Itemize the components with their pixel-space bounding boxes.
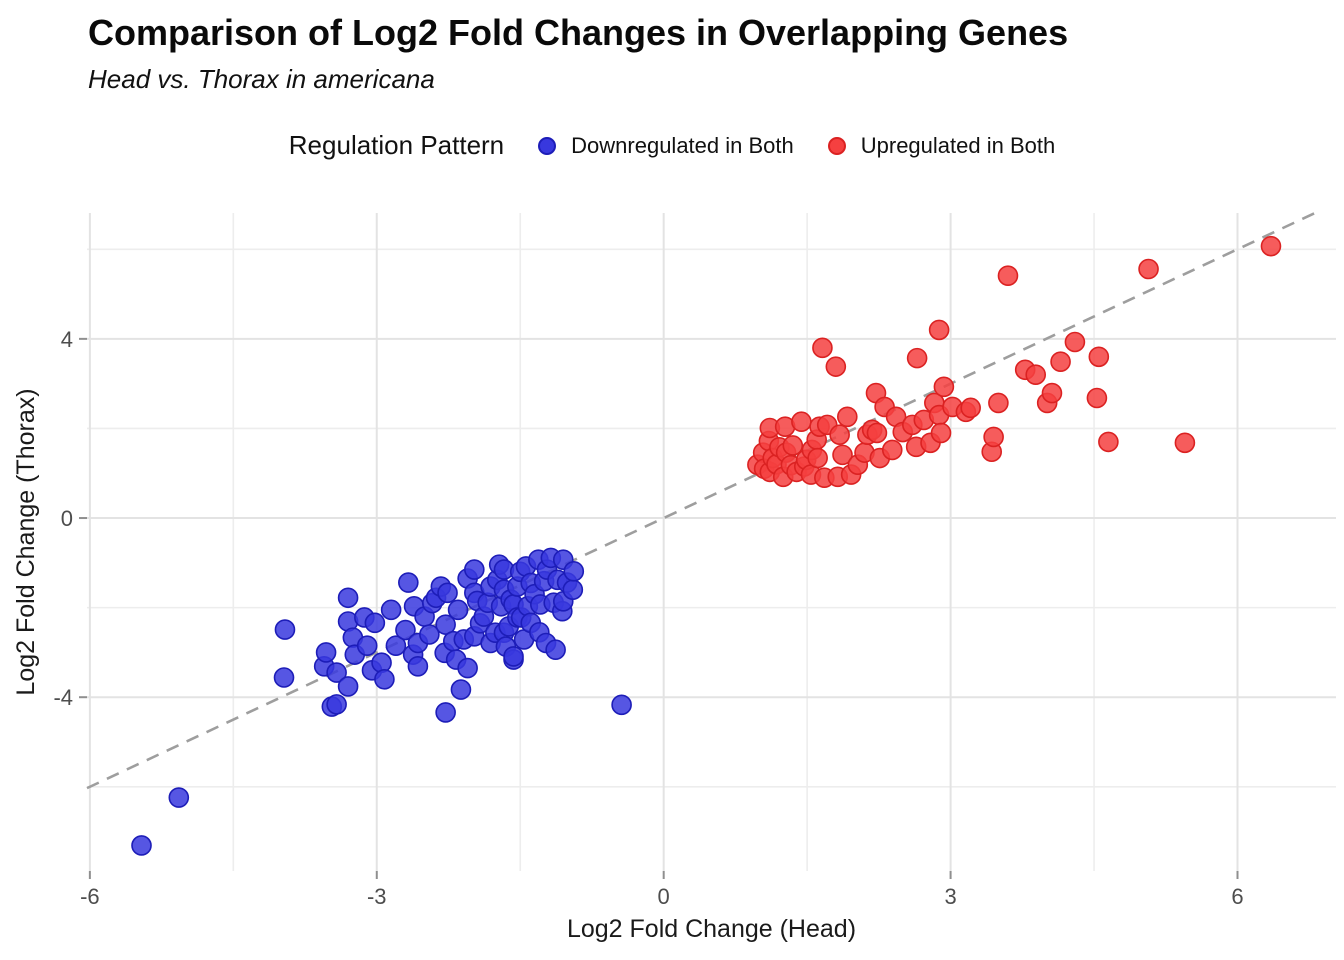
data-point: [398, 572, 419, 593]
data-point: [1098, 431, 1119, 453]
data-point: [1050, 351, 1071, 373]
data-point: [791, 411, 812, 433]
legend: Regulation Pattern Downregulated in Both…: [0, 130, 1344, 161]
data-point: [131, 835, 152, 856]
data-point: [464, 559, 485, 580]
y-tick-label: 4: [61, 327, 73, 352]
series-downregulated: [131, 547, 632, 856]
data-point: [812, 337, 833, 359]
data-point: [419, 624, 440, 645]
data-point: [395, 619, 416, 641]
data-point: [364, 612, 386, 634]
data-point: [983, 426, 1004, 448]
data-point: [545, 639, 566, 661]
data-point: [807, 447, 828, 469]
y-tick-label: 0: [61, 506, 73, 531]
data-point: [435, 702, 456, 723]
x-axis-title: Log2 Fold Change (Head): [567, 915, 856, 943]
data-point: [457, 657, 478, 679]
data-point: [1260, 235, 1282, 257]
data-point: [829, 424, 850, 446]
data-point: [371, 652, 392, 674]
page-title: Comparison of Log2 Fold Changes in Overl…: [88, 12, 1069, 53]
page-subtitle: Head vs. Thorax in americana: [88, 64, 435, 94]
data-point: [273, 667, 295, 688]
x-tick-label: 0: [658, 884, 670, 909]
data-point: [906, 347, 928, 369]
legend-title: Regulation Pattern: [288, 130, 505, 160]
data-point: [274, 619, 296, 640]
data-point: [997, 265, 1019, 287]
data-point: [832, 444, 853, 466]
legend-label: Upregulated in Both: [860, 132, 1056, 158]
data-point: [503, 646, 524, 667]
data-point: [782, 435, 804, 456]
legend-label: Downregulated in Both: [571, 132, 794, 158]
data-point: [611, 694, 632, 716]
data-point: [315, 642, 337, 663]
data-point: [988, 392, 1009, 414]
data-point: [380, 599, 402, 621]
data-point: [866, 422, 888, 444]
blue-dot-icon: [538, 136, 557, 155]
data-point: [374, 668, 395, 690]
data-point: [928, 319, 950, 341]
data-point: [1064, 331, 1086, 353]
data-point: [447, 599, 469, 621]
legend-item-upregulated: Upregulated in Both: [827, 132, 1056, 159]
data-point: [326, 662, 347, 683]
minor-gridlines: [87, 213, 1336, 871]
y-axis-title: Log2 Fold Change (Thorax): [12, 388, 40, 695]
major-gridlines: [87, 213, 1336, 871]
data-point: [435, 614, 456, 635]
data-point: [825, 356, 847, 377]
data-point: [930, 422, 952, 444]
data-point: [168, 787, 190, 808]
data-point: [337, 587, 359, 609]
y-tick-label: -4: [53, 685, 73, 710]
data-point: [1138, 258, 1159, 280]
data-point: [1025, 364, 1047, 386]
red-dot-icon: [827, 136, 846, 155]
x-tick-label: 3: [944, 884, 956, 909]
data-point: [562, 579, 584, 601]
axis-ticks: -6 -3 0 3 6 -4 0 4: [53, 327, 1243, 909]
series-upregulated: [747, 235, 1282, 489]
data-point: [1088, 346, 1110, 368]
legend-item-downregulated: Downregulated in Both: [538, 133, 794, 159]
data-point: [1174, 432, 1196, 454]
data-point: [326, 694, 347, 715]
data-point: [563, 561, 585, 582]
data-point: [1086, 387, 1108, 409]
data-point: [437, 582, 458, 604]
x-tick-label: -3: [367, 884, 387, 909]
x-tick-label: -6: [80, 884, 100, 909]
identity-reference-line: [86, 211, 1316, 790]
data-point: [837, 406, 858, 428]
data-point: [960, 397, 981, 419]
data-point: [450, 679, 472, 700]
data-point: [407, 655, 429, 677]
data-point: [337, 676, 359, 697]
data-point: [356, 635, 378, 656]
x-tick-label: 6: [1231, 884, 1243, 909]
data-point: [933, 376, 955, 398]
data-point: [385, 635, 407, 656]
data-point: [1041, 382, 1063, 404]
data-point: [881, 439, 903, 461]
